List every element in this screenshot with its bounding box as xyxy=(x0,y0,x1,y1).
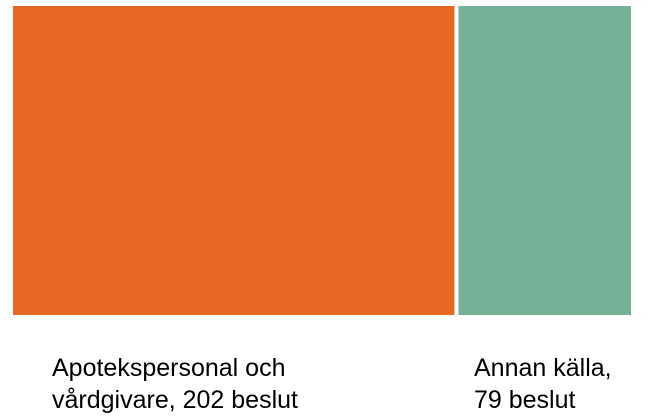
tile-label-pharmacy-staff: Apotekspersonal och vårdgivare, 202 besl… xyxy=(52,354,298,414)
tile-label-other-source: Annan källa, 79 beslut xyxy=(474,354,612,414)
tile-other-source xyxy=(458,6,631,315)
tile-pharmacy-staff xyxy=(13,6,455,315)
treemap-chart xyxy=(13,6,631,315)
treemap-tiles xyxy=(13,6,631,315)
